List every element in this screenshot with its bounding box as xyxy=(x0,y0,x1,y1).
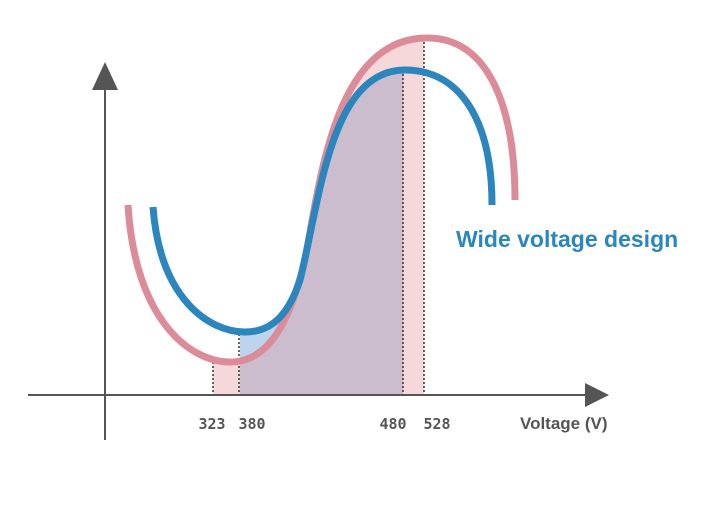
y-axis-arrow xyxy=(92,62,118,90)
annotation: Wide voltage design xyxy=(456,226,678,252)
dotted-guides xyxy=(212,38,425,395)
x-axis-label: Voltage (V) xyxy=(520,414,608,433)
tick-label: 480 xyxy=(379,415,406,433)
overlap-area xyxy=(240,70,403,395)
tick-label: 323 xyxy=(198,415,225,433)
blue-curve xyxy=(149,66,496,336)
x-axis-arrow xyxy=(585,383,609,407)
tick-label: 380 xyxy=(238,415,265,433)
tick-label: 528 xyxy=(423,415,450,433)
